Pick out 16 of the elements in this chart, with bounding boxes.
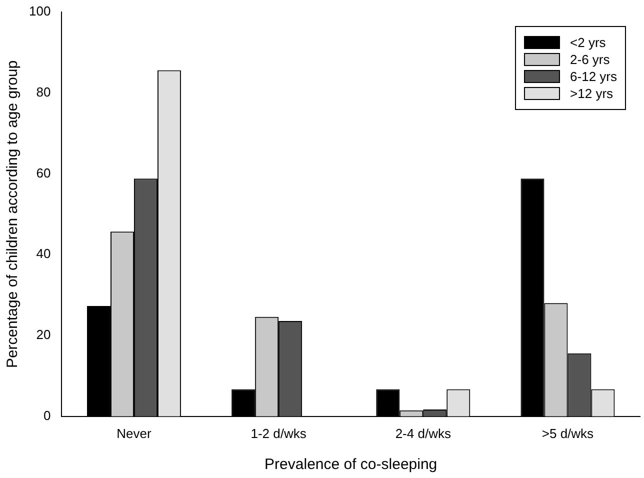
y-tick-label: 80 — [36, 84, 51, 100]
y-tick-label: 20 — [36, 327, 51, 342]
x-tick-label: >5 d/wks — [542, 426, 594, 441]
y-axis-title: Percentage of children according to age group — [4, 60, 22, 368]
legend-label: 6-12 yrs — [570, 69, 617, 84]
legend-label: >12 yrs — [570, 86, 614, 101]
x-tick-label: 2-4 d/wks — [395, 426, 452, 441]
legend-label: 2-6 yrs — [570, 52, 610, 67]
x-tick-label: 1-2 d/wks — [250, 426, 307, 441]
x-axis-title: Prevalence of co-sleeping — [264, 456, 438, 474]
x-tick-label: Never — [116, 426, 152, 441]
legend-label: <2 yrs — [570, 35, 606, 50]
y-tick-label: 40 — [36, 246, 51, 262]
y-tick-label: 100 — [28, 4, 51, 19]
y-tick-label: 60 — [36, 165, 51, 180]
y-tick-label: 0 — [43, 408, 51, 423]
